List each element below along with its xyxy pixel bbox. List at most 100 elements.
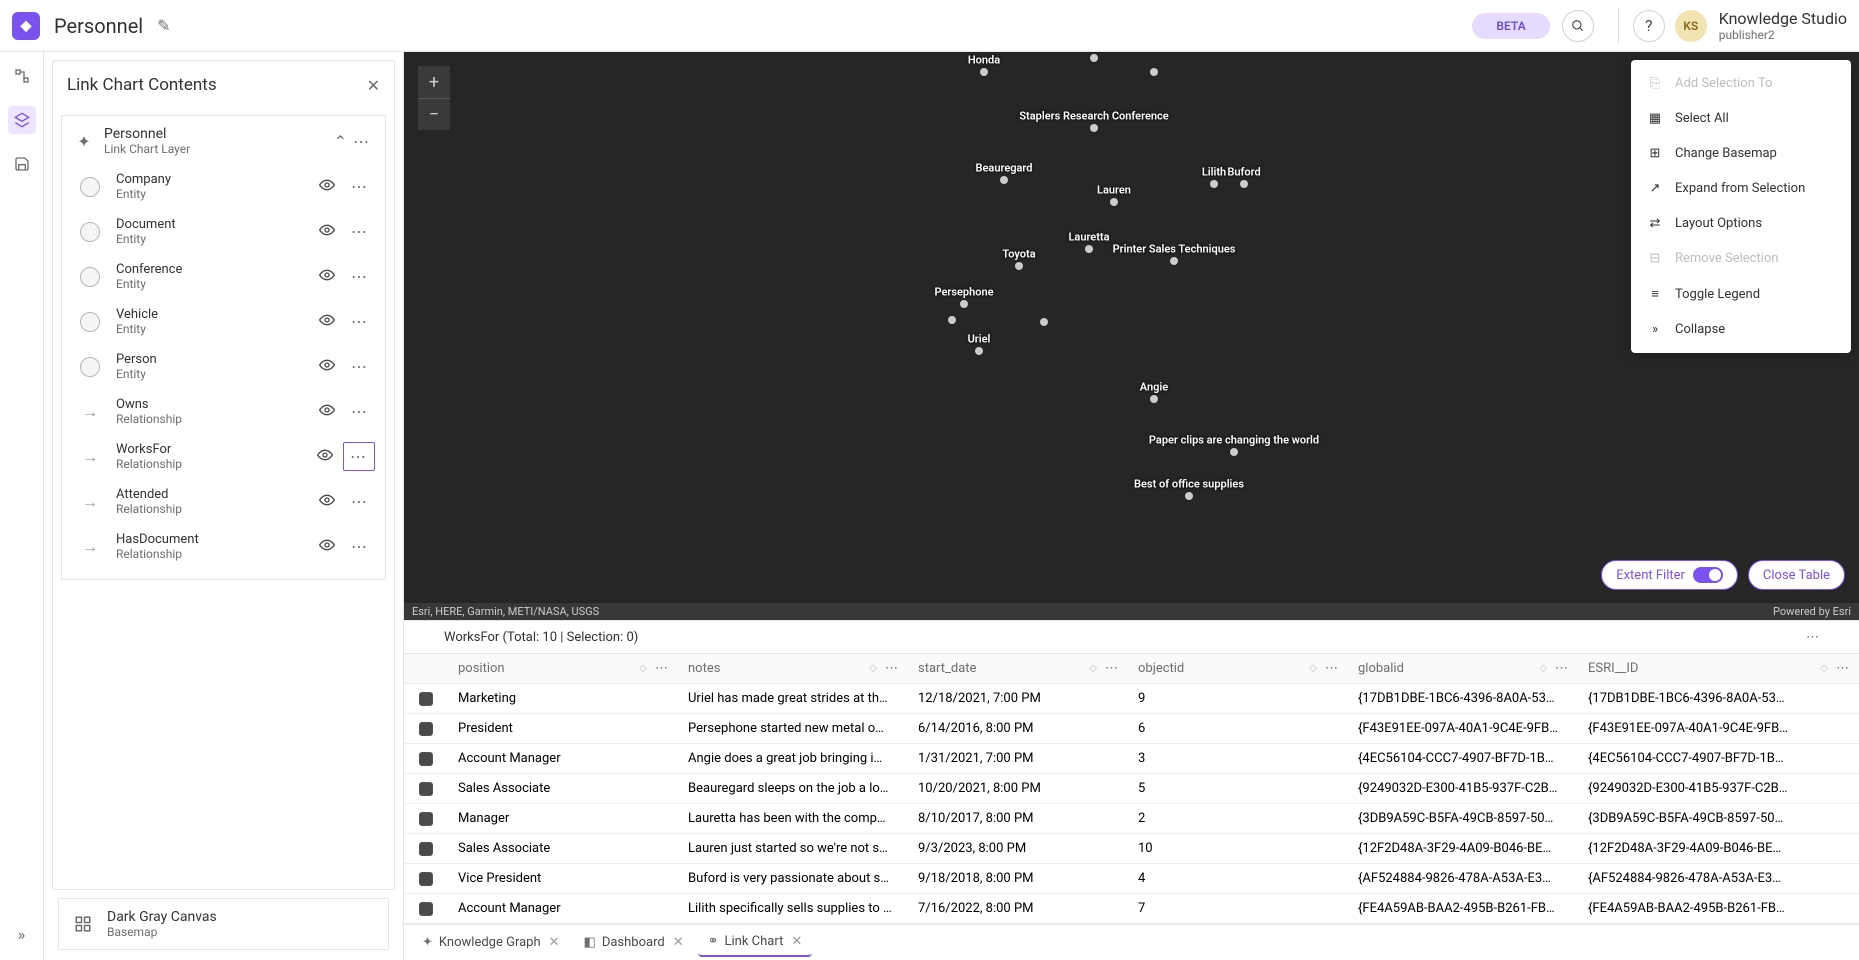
graph-node[interactable] <box>1185 492 1193 500</box>
row-checkbox[interactable] <box>419 812 433 826</box>
sort-icon[interactable]: ◇ <box>869 663 877 674</box>
column-header[interactable]: globalid <box>1358 661 1404 676</box>
row-checkbox[interactable] <box>419 782 433 796</box>
rail-hierarchy-icon[interactable] <box>8 62 36 90</box>
basemap-card[interactable]: Dark Gray Canvas Basemap <box>58 898 389 950</box>
extent-filter-toggle[interactable] <box>1693 567 1723 583</box>
column-more-icon[interactable]: ⋯ <box>1105 661 1118 676</box>
link-chart-canvas[interactable]: + − OwnsOwnsWorksForWorksForWorksForWork… <box>404 52 1859 620</box>
column-header[interactable]: ESRI__ID <box>1588 661 1638 676</box>
layer-item-more-icon[interactable]: ⋯ <box>345 218 375 245</box>
rail-expand-icon[interactable]: » <box>8 920 36 948</box>
graph-node[interactable] <box>980 68 988 76</box>
layer-item-more-icon[interactable]: ⋯ <box>345 173 375 200</box>
layer-item[interactable]: PersonEntity⋯ <box>70 344 377 389</box>
tab-close-icon[interactable]: ✕ <box>673 935 684 950</box>
sort-icon[interactable]: ◇ <box>1089 663 1097 674</box>
visibility-toggle-icon[interactable] <box>319 402 335 422</box>
graph-node[interactable] <box>975 347 983 355</box>
tab-close-icon[interactable]: ✕ <box>549 935 560 950</box>
table-row[interactable]: Sales AssociateLauren just started so we… <box>404 834 1859 864</box>
sort-icon[interactable]: ◇ <box>1309 663 1317 674</box>
tab[interactable]: ⚭Link Chart✕ <box>698 928 813 957</box>
help-button[interactable]: ? <box>1633 10 1665 42</box>
close-table-pill[interactable]: Close Table <box>1748 560 1845 590</box>
layer-item[interactable]: ConferenceEntity⋯ <box>70 254 377 299</box>
user-avatar[interactable]: KS <box>1675 10 1707 42</box>
graph-node[interactable] <box>1090 54 1098 62</box>
collapse-layer-icon[interactable]: ⌃ <box>334 132 347 151</box>
tab[interactable]: ◧Dashboard✕ <box>574 929 694 956</box>
tab-close-icon[interactable]: ✕ <box>791 934 802 949</box>
graph-node[interactable] <box>1240 180 1248 188</box>
table-row[interactable]: Sales AssociateBeauregard sleeps on the … <box>404 774 1859 804</box>
sort-icon[interactable]: ◇ <box>1539 663 1547 674</box>
layer-item[interactable]: →OwnsRelationship⋯ <box>70 389 377 434</box>
column-header[interactable]: notes <box>688 661 720 676</box>
graph-node[interactable] <box>1040 318 1048 326</box>
column-more-icon[interactable]: ⋯ <box>655 661 668 676</box>
column-more-icon[interactable]: ⋯ <box>1325 661 1338 676</box>
table-row[interactable]: MarketingUriel has made great strides at… <box>404 684 1859 714</box>
ctx-item[interactable]: ⊞Change Basemap <box>1631 136 1851 171</box>
layer-item[interactable]: →AttendedRelationship⋯ <box>70 479 377 524</box>
sort-icon[interactable]: ◇ <box>1820 663 1828 674</box>
layer-item-more-icon[interactable]: ⋯ <box>345 263 375 290</box>
layer-item[interactable]: DocumentEntity⋯ <box>70 209 377 254</box>
edit-title-icon[interactable]: ✎ <box>157 16 170 35</box>
app-logo[interactable]: ◆ <box>12 12 40 40</box>
layer-item-more-icon[interactable]: ⋯ <box>343 442 375 471</box>
column-more-icon[interactable]: ⋯ <box>1555 661 1568 676</box>
graph-node[interactable] <box>960 300 968 308</box>
graph-node[interactable] <box>948 316 956 324</box>
row-checkbox[interactable] <box>419 722 433 736</box>
graph-node[interactable] <box>1110 198 1118 206</box>
column-header[interactable]: position <box>458 661 505 676</box>
layer-item-more-icon[interactable]: ⋯ <box>345 353 375 380</box>
ctx-item[interactable]: ≡Toggle Legend <box>1631 276 1851 312</box>
column-more-icon[interactable]: ⋯ <box>1836 661 1849 676</box>
graph-node[interactable] <box>1150 395 1158 403</box>
layer-item-more-icon[interactable]: ⋯ <box>345 533 375 560</box>
visibility-toggle-icon[interactable] <box>319 267 335 287</box>
row-checkbox[interactable] <box>419 752 433 766</box>
row-checkbox[interactable] <box>419 872 433 886</box>
graph-node[interactable] <box>1090 124 1098 132</box>
layer-item[interactable]: CompanyEntity⋯ <box>70 164 377 209</box>
graph-node[interactable] <box>1085 245 1093 253</box>
ctx-item[interactable]: ⇄Layout Options <box>1631 206 1851 241</box>
visibility-toggle-icon[interactable] <box>319 177 335 197</box>
graph-node[interactable] <box>1210 180 1218 188</box>
close-panel-icon[interactable]: ✕ <box>367 76 380 95</box>
ctx-item[interactable]: ▦Select All <box>1631 101 1851 136</box>
extent-filter-pill[interactable]: Extent Filter <box>1601 560 1738 590</box>
ctx-item[interactable]: »Collapse <box>1631 312 1851 347</box>
graph-node[interactable] <box>1150 68 1158 76</box>
layer-item[interactable]: →WorksForRelationship⋯ <box>70 434 377 479</box>
column-header[interactable]: start_date <box>918 661 976 676</box>
column-more-icon[interactable]: ⋯ <box>885 661 898 676</box>
table-more-icon[interactable]: ⋯ <box>1806 630 1819 645</box>
ctx-item[interactable]: ↗Expand from Selection <box>1631 171 1851 206</box>
visibility-toggle-icon[interactable] <box>319 537 335 557</box>
visibility-toggle-icon[interactable] <box>317 447 333 467</box>
row-checkbox[interactable] <box>419 902 433 916</box>
search-button[interactable] <box>1562 10 1594 42</box>
visibility-toggle-icon[interactable] <box>319 492 335 512</box>
table-row[interactable]: Account ManagerAngie does a great job br… <box>404 744 1859 774</box>
layer-more-icon[interactable]: ⋯ <box>347 128 377 155</box>
visibility-toggle-icon[interactable] <box>319 222 335 242</box>
layer-item[interactable]: →HasDocumentRelationship⋯ <box>70 524 377 569</box>
table-row[interactable]: ManagerLauretta has been with the comp…8… <box>404 804 1859 834</box>
graph-node[interactable] <box>1230 448 1238 456</box>
layer-item-more-icon[interactable]: ⋯ <box>345 398 375 425</box>
graph-node[interactable] <box>1015 262 1023 270</box>
visibility-toggle-icon[interactable] <box>319 312 335 332</box>
row-checkbox[interactable] <box>419 842 433 856</box>
rail-save-icon[interactable] <box>8 150 36 178</box>
layer-item[interactable]: VehicleEntity⋯ <box>70 299 377 344</box>
visibility-toggle-icon[interactable] <box>319 357 335 377</box>
column-header[interactable]: objectid <box>1138 661 1184 676</box>
graph-node[interactable] <box>1170 257 1178 265</box>
graph-node[interactable] <box>1000 176 1008 184</box>
